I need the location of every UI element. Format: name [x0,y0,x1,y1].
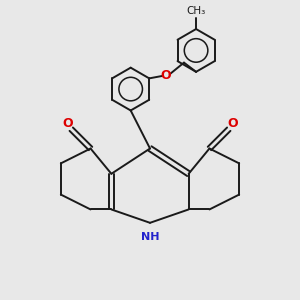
Text: O: O [160,70,171,83]
Text: O: O [227,117,238,130]
Text: O: O [62,117,73,130]
Text: CH₃: CH₃ [186,6,206,16]
Text: NH: NH [141,232,159,242]
